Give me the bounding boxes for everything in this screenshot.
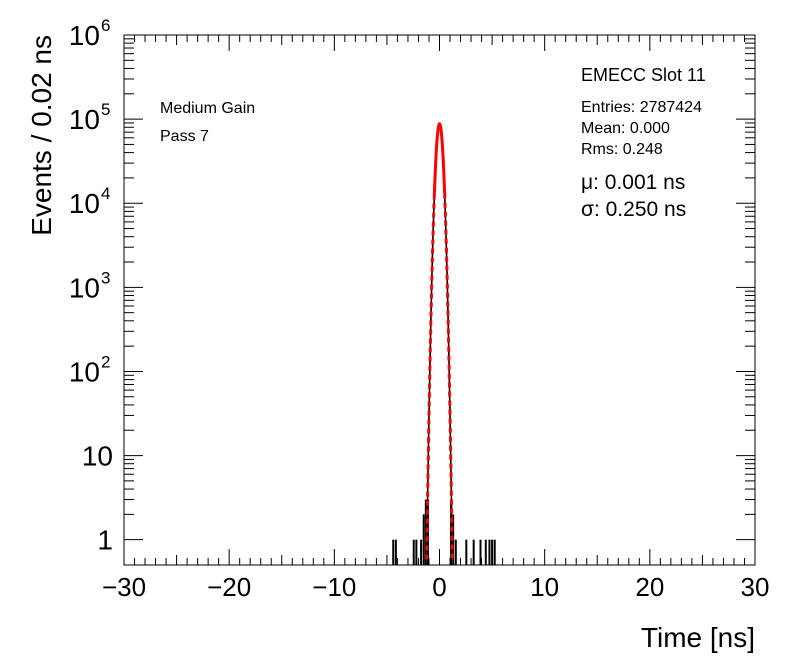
x-tick-label: −30 — [102, 572, 146, 602]
gaussian-fit-series — [425, 122, 454, 560]
fit-mu: μ: 0.001 ns — [581, 171, 685, 194]
x-tick-label: −20 — [207, 572, 251, 602]
stats-entries: Entries: 2787424 — [581, 99, 702, 116]
histogram-peak — [426, 122, 453, 511]
medium-gain-label: Medium Gain — [160, 100, 255, 117]
y-tick-exponent: 3 — [101, 268, 110, 287]
x-tick-label: 30 — [741, 572, 770, 602]
y-tick-exponent: 4 — [101, 184, 110, 203]
x-tick-label: 10 — [530, 572, 559, 602]
y-tick-label: 10 — [69, 356, 100, 387]
y-tick-exponent: 2 — [101, 352, 110, 371]
x-tick-label: −10 — [312, 572, 356, 602]
y-tick-label: 10 — [69, 188, 100, 219]
x-tick-labels: −30 −20 −10 0 10 20 30 — [102, 572, 770, 602]
x-axis-label: Time [ns] — [641, 622, 755, 653]
axis-ticks — [123, 34, 756, 565]
y-tick-label: 1 — [97, 525, 113, 556]
x-tick-label: 20 — [635, 572, 664, 602]
fit-sigma: σ: 0.250 ns — [581, 198, 686, 221]
pass-label: Pass 7 — [160, 128, 209, 145]
stats-mean: Mean: 0.000 — [581, 120, 670, 137]
y-tick-label: 10 — [69, 272, 100, 303]
y-tick-exponent: 5 — [101, 100, 110, 119]
stats-title: EMECC Slot 11 — [581, 65, 706, 85]
y-tick-label: 10 — [69, 20, 100, 51]
y-axis-label: Events / 0.02 ns — [26, 35, 57, 236]
y-tick-label: 10 — [82, 441, 113, 472]
x-tick-label: 0 — [432, 572, 446, 602]
fit-curve-left-tail — [425, 197, 436, 560]
stats-rms: Rms: 0.248 — [581, 141, 663, 158]
y-tick-label: 10 — [69, 104, 100, 135]
fit-curve-right-tail — [443, 193, 454, 559]
y-tick-exponent: 6 — [101, 16, 110, 35]
fit-curve-core — [432, 122, 447, 198]
